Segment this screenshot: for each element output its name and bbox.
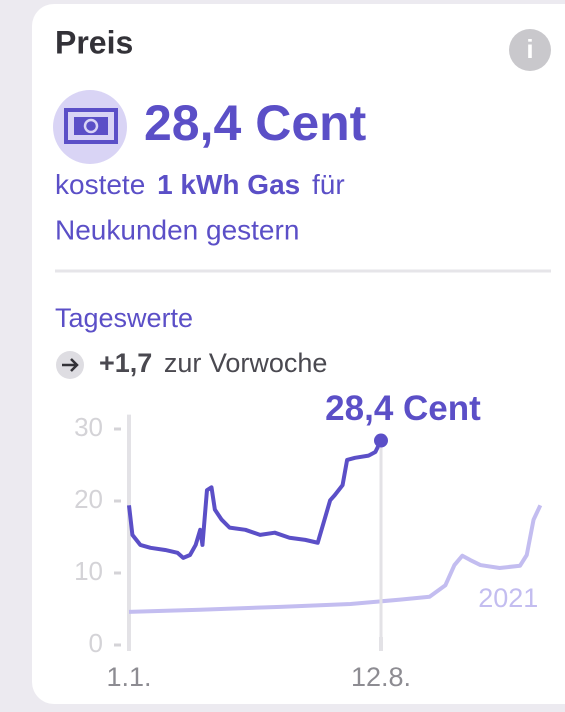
y-tick-label: 30	[74, 412, 103, 442]
price: 28,4 Cent	[144, 95, 367, 151]
price-icon	[53, 90, 127, 164]
y-tick-label: 10	[74, 556, 103, 586]
icon-euro	[83, 118, 99, 134]
x-tick-label: 12.8.	[351, 662, 411, 692]
change-text: zur Vorwoche	[164, 348, 328, 378]
section-title: Tageswerte	[55, 303, 193, 333]
y-tick-label: 0	[89, 628, 103, 658]
series-line	[127, 439, 383, 560]
annotation: 28,4 Cent	[325, 389, 481, 428]
description-highlight: 1 kWh Gas	[157, 169, 300, 200]
change: +1,7 zur Vorwoche	[99, 348, 327, 378]
description-text: für	[312, 169, 345, 200]
card	[32, 4, 565, 704]
chart: 0 10 20 30 1.1. 12.8. 2021 28,4 Cent	[74, 389, 543, 692]
info-button[interactable]: i	[509, 29, 551, 71]
info-circle[interactable]	[509, 29, 551, 71]
info-icon[interactable]: i	[526, 34, 533, 64]
y-tick-label: 20	[74, 484, 103, 514]
description-text: kostete	[55, 169, 145, 200]
icon-note	[74, 117, 108, 135]
description-line: Neukunden gestern	[55, 214, 299, 245]
series-line	[128, 504, 543, 614]
last-point	[373, 433, 388, 448]
description: kostete 1 kWh Gas für	[55, 169, 345, 200]
icon-frame	[64, 108, 118, 144]
x-tick-label: 1.1.	[106, 662, 151, 692]
arrow-icon	[62, 358, 79, 372]
change-value: +1,7	[99, 348, 152, 378]
card-title: Preis	[55, 24, 133, 60]
series-label: 2021	[478, 583, 538, 613]
